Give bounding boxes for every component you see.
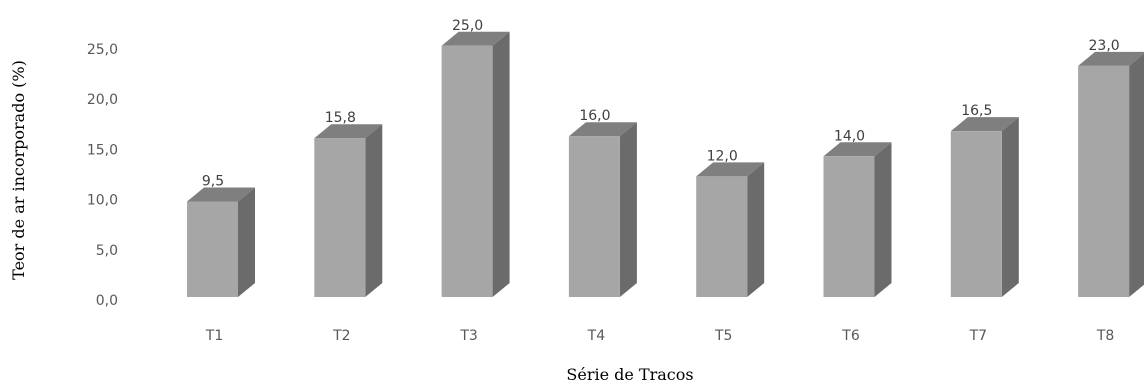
bar-side-face bbox=[492, 31, 510, 297]
bar-t4 bbox=[568, 122, 637, 297]
bar-front-face bbox=[314, 138, 366, 297]
data-label: 16,5 bbox=[961, 103, 992, 119]
bar-top-face bbox=[950, 117, 1019, 132]
data-label: 14,0 bbox=[834, 128, 865, 144]
y-tick-label: 20,0 bbox=[87, 92, 118, 108]
bar-side-face bbox=[365, 124, 383, 298]
bar-front-face bbox=[823, 156, 875, 297]
bar-front-face bbox=[441, 45, 493, 297]
data-label: 25,0 bbox=[452, 18, 483, 34]
x-tick-label: T6 bbox=[841, 328, 860, 344]
bar-top-face bbox=[1078, 51, 1144, 66]
y-axis-title: Teor de ar incorporado (%) bbox=[9, 60, 28, 280]
bar-top-face bbox=[187, 187, 255, 202]
bar-t2 bbox=[314, 124, 383, 298]
x-axis-title: Série de Tracos bbox=[566, 365, 693, 384]
data-label: 16,0 bbox=[579, 108, 610, 124]
bar-front-face bbox=[950, 131, 1002, 297]
bar-front-face bbox=[568, 136, 620, 297]
bar-top-face bbox=[314, 124, 383, 139]
bar-t1 bbox=[187, 187, 255, 297]
y-tick-label: 15,0 bbox=[87, 142, 118, 158]
bar-top-face bbox=[823, 142, 892, 157]
bar-side-face bbox=[619, 122, 637, 297]
bar-front-face bbox=[696, 176, 748, 297]
bars bbox=[187, 31, 1144, 298]
data-label: 9,5 bbox=[202, 174, 224, 190]
bar-front-face bbox=[1078, 65, 1130, 297]
bar-side-face bbox=[747, 162, 765, 297]
bar-t5 bbox=[696, 162, 765, 297]
data-labels: 9,5 15,8 25,0 16,0 12,0 14,0 16,5 23,0 bbox=[202, 18, 1120, 190]
x-tick-label: T7 bbox=[969, 328, 987, 344]
y-tick-label: 5,0 bbox=[96, 243, 118, 259]
bar-t7 bbox=[950, 117, 1019, 297]
x-tick-label: T5 bbox=[714, 328, 732, 344]
bar-side-face bbox=[238, 187, 255, 297]
bar-side-face bbox=[1001, 117, 1019, 297]
y-tick-label: 10,0 bbox=[87, 193, 118, 209]
x-tick-label: T3 bbox=[459, 328, 477, 344]
x-axis-ticks: T1 T2 T3 T4 T5 T6 T7 T8 bbox=[205, 328, 1115, 344]
bar-top-face bbox=[441, 31, 510, 46]
bar-side-face bbox=[1129, 53, 1144, 297]
y-tick-label: 0,0 bbox=[96, 293, 118, 309]
x-tick-label: T4 bbox=[587, 328, 606, 344]
x-tick-label: T1 bbox=[205, 328, 223, 344]
bar-top-face bbox=[696, 162, 765, 177]
data-label: 15,8 bbox=[325, 110, 356, 126]
data-label: 23,0 bbox=[1089, 38, 1120, 54]
bar-t6 bbox=[823, 142, 892, 297]
x-tick-label: T8 bbox=[1096, 328, 1114, 344]
y-tick-label: 25,0 bbox=[87, 42, 118, 58]
bar-t3 bbox=[441, 31, 510, 297]
x-tick-label: T2 bbox=[332, 328, 350, 344]
data-label: 12,0 bbox=[707, 148, 738, 164]
bar-top-face bbox=[568, 122, 637, 137]
bar-front-face bbox=[187, 201, 238, 297]
bar-t8 bbox=[1078, 51, 1144, 297]
y-axis-ticks: 0,0 5,0 10,0 15,0 20,0 25,0 bbox=[87, 42, 118, 309]
bar-side-face bbox=[874, 142, 892, 297]
